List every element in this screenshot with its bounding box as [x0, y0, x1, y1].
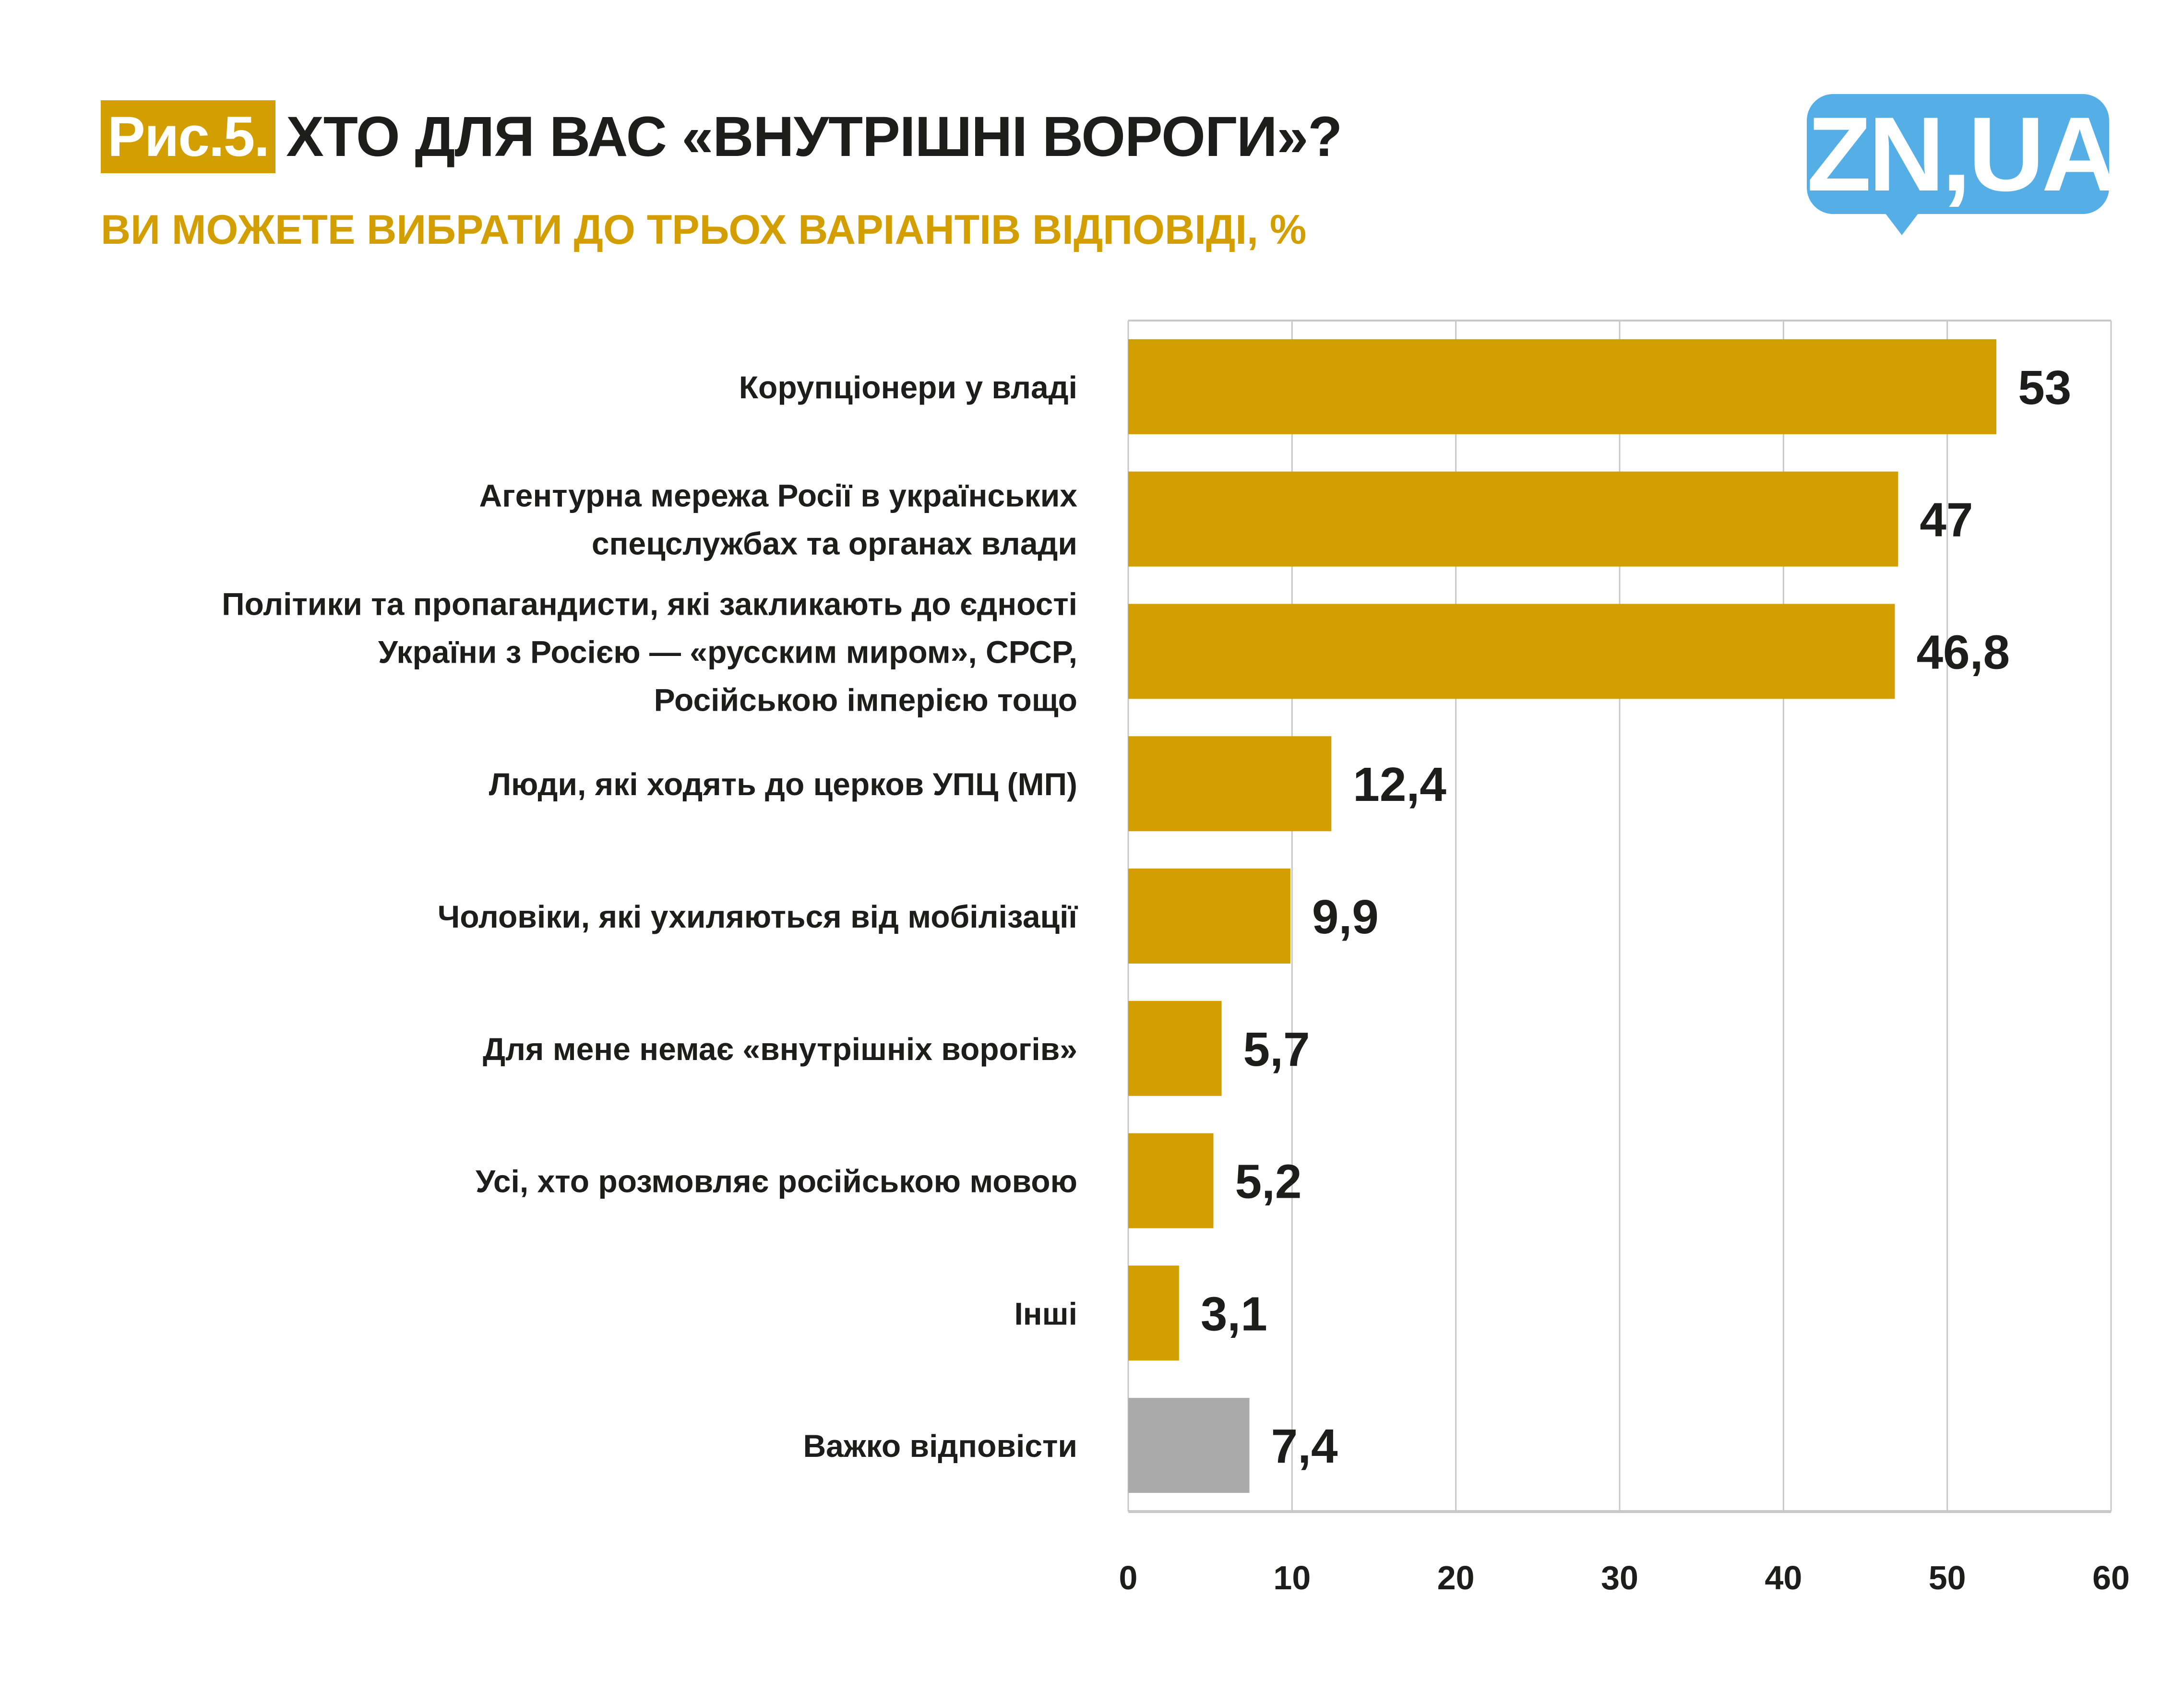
logo-text: ZN,UA — [1807, 95, 2118, 213]
chart-subtitle: ВИ МОЖЕТЕ ВИБРАТИ ДО ТРЬОХ ВАРІАНТІВ ВІД… — [101, 207, 1307, 253]
value-label: 46,8 — [1916, 625, 2010, 679]
value-label: 5,7 — [1243, 1023, 1310, 1076]
chart-title-row: Рис.5. ХТО ДЛЯ ВАС «ВНУТРІШНІ ВОРОГИ»? — [101, 98, 1342, 175]
x-tick-label: 40 — [1765, 1559, 1802, 1597]
category-label: Інші — [1014, 1296, 1077, 1331]
bar — [1128, 1133, 1214, 1228]
category-label: Усі, хто розмовляє російською мовою — [476, 1164, 1077, 1199]
chart-title: ХТО ДЛЯ ВАС «ВНУТРІШНІ ВОРОГИ»? — [286, 105, 1342, 168]
bar — [1128, 736, 1332, 832]
value-label: 5,2 — [1235, 1155, 1301, 1209]
bar — [1128, 1265, 1179, 1361]
x-tick-label: 50 — [1929, 1559, 1966, 1597]
category-label: Корупціонери у владі — [739, 369, 1077, 405]
category-label: Для мене немає «внутрішніх ворогів» — [483, 1031, 1077, 1067]
value-label: 3,1 — [1201, 1287, 1267, 1341]
bar — [1128, 1001, 1222, 1096]
value-label: 7,4 — [1271, 1419, 1338, 1473]
bar — [1128, 604, 1895, 699]
x-tick-label: 20 — [1437, 1559, 1475, 1597]
speech-bubble-tail-icon — [1884, 211, 1920, 235]
bar — [1128, 869, 1290, 964]
category-label: Політики та пропагандисти, які закликают… — [222, 586, 1077, 621]
bar — [1128, 471, 1898, 567]
zn-ua-logo: ZN,UA — [1807, 94, 2118, 214]
category-label: Російською імперією тощо — [654, 682, 1077, 717]
figure-number-badge: Рис.5. — [101, 100, 276, 173]
value-label: 53 — [2018, 361, 2071, 415]
value-label: 12,4 — [1353, 758, 1446, 811]
x-tick-label: 0 — [1119, 1559, 1138, 1597]
x-tick-label: 60 — [2092, 1559, 2130, 1597]
category-label: спецслужбах та органах влади — [592, 526, 1077, 561]
value-label: 47 — [1920, 493, 1973, 547]
x-tick-label: 10 — [1273, 1559, 1311, 1597]
category-label: Агентурна мережа Росії в українських — [479, 478, 1077, 513]
category-label: України з Росією — «русским миром», СРСР… — [378, 634, 1077, 669]
category-label: Чоловіки, які ухиляються від мобілізації — [438, 899, 1078, 934]
bar — [1128, 1398, 1250, 1493]
bar — [1128, 339, 1997, 434]
value-label: 9,9 — [1312, 890, 1379, 944]
x-tick-label: 30 — [1601, 1559, 1638, 1597]
category-label: Важко відповісти — [803, 1428, 1077, 1464]
category-label: Люди, які ходять до церков УПЦ (МП) — [489, 766, 1077, 802]
